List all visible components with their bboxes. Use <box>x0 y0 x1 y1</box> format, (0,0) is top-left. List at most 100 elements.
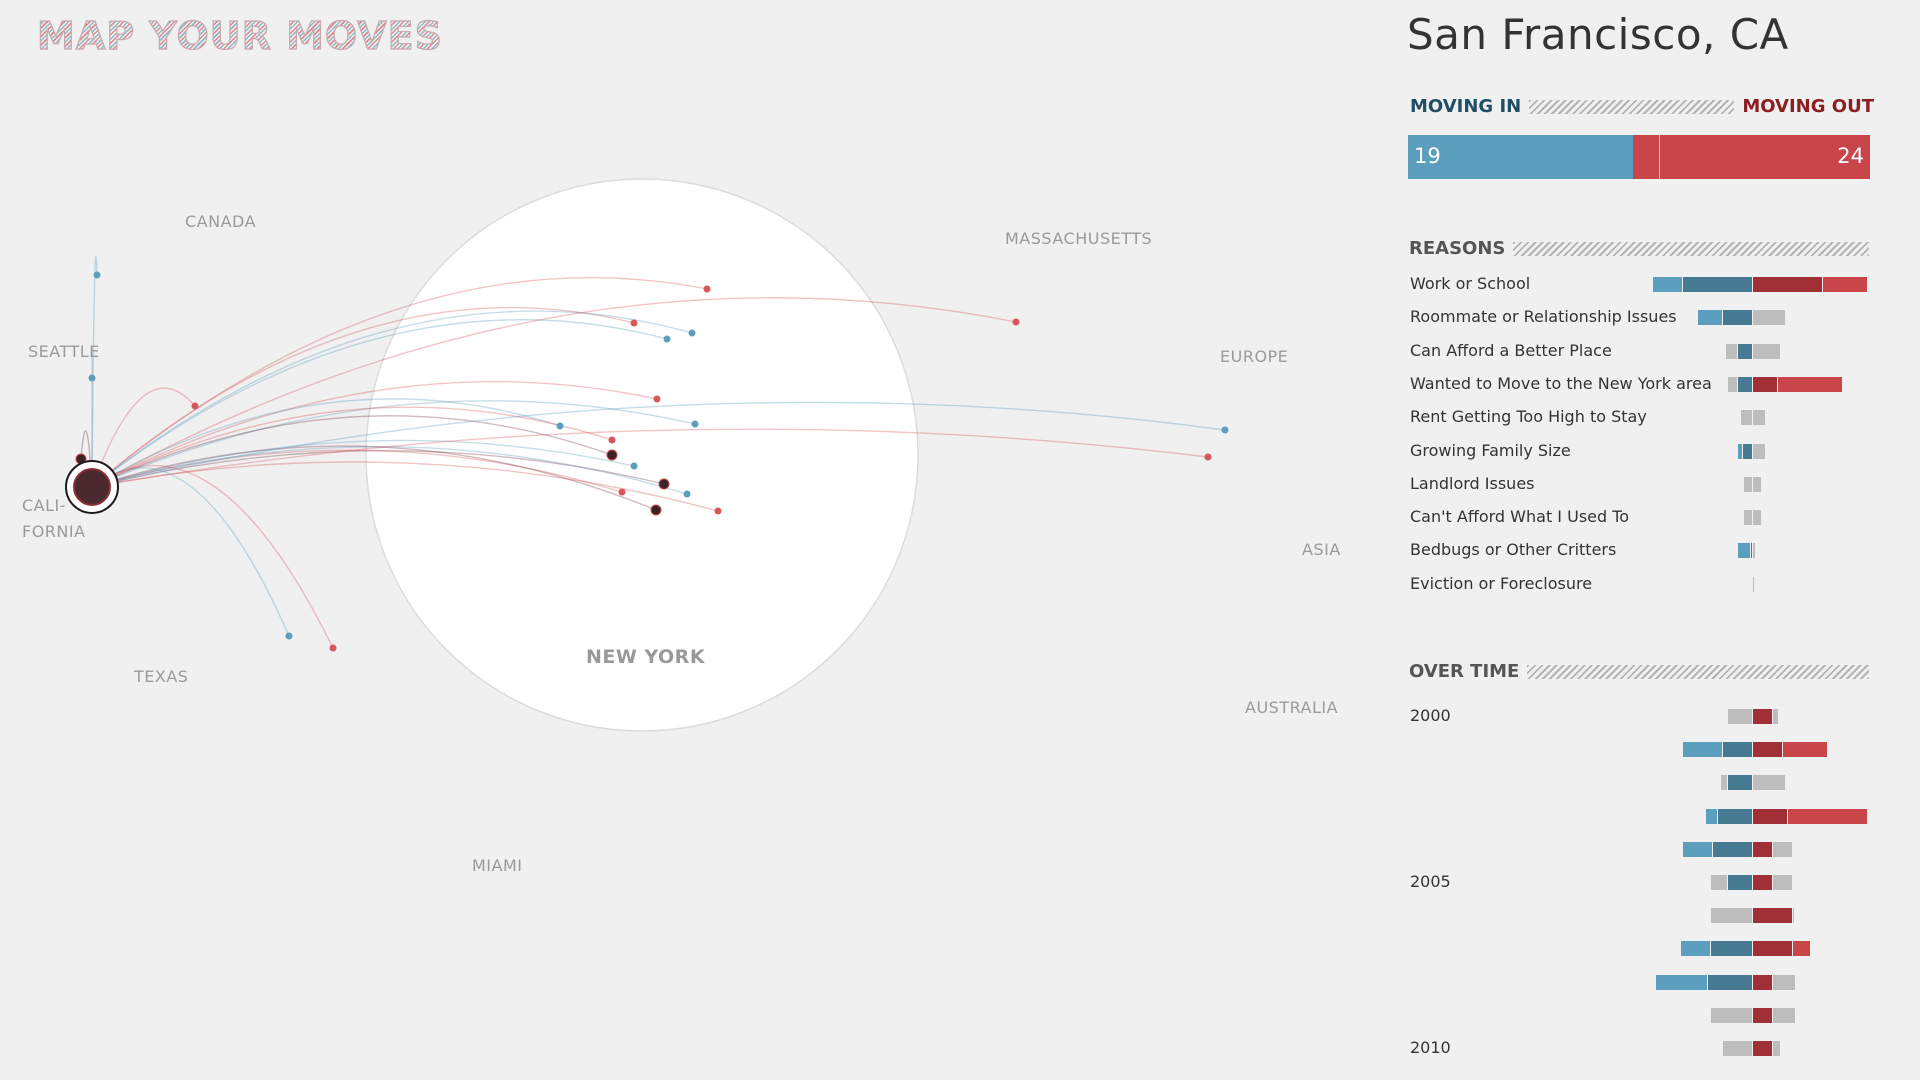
move-dot[interactable] <box>93 271 101 279</box>
year-bar-neutral-in <box>1709 1007 1752 1023</box>
reason-row[interactable]: Rent Getting Too High to Stay <box>1410 405 1872 431</box>
reason-row[interactable]: Eviction or Foreclosure <box>1410 572 1872 598</box>
year-row[interactable] <box>1410 903 1872 929</box>
bar-separator <box>1752 277 1753 292</box>
reason-row[interactable]: Can't Afford What I Used To <box>1410 505 1872 531</box>
move-dot[interactable] <box>608 436 616 444</box>
move-dot[interactable] <box>691 420 699 428</box>
flow-line <box>91 445 657 511</box>
reason-bar-neutral-out <box>1752 343 1780 359</box>
move-dot[interactable] <box>703 285 711 293</box>
year-row[interactable] <box>1410 737 1872 763</box>
move-dot[interactable] <box>683 490 691 498</box>
move-dot[interactable] <box>618 488 626 496</box>
year-label: 2005 <box>1410 872 1451 891</box>
moves-map[interactable] <box>0 0 1380 1080</box>
reason-row[interactable]: Wanted to Move to the New York area <box>1410 372 1872 398</box>
move-dot[interactable] <box>1221 426 1229 434</box>
bar-separator <box>1682 742 1683 758</box>
year-bar-out-light <box>1792 941 1810 957</box>
move-dot[interactable] <box>88 374 96 382</box>
region-label-massachusetts: MASSACHUSETTS <box>1005 229 1153 248</box>
year-bar-out-dark <box>1752 974 1772 990</box>
move-flow-lines <box>80 255 1226 649</box>
moving-in-label: MOVING IN <box>1410 96 1522 117</box>
bar-separator <box>1752 376 1753 392</box>
reason-bar-neutral-out <box>1752 443 1765 459</box>
bar-separator <box>1654 974 1656 990</box>
year-bar-in-dark <box>1727 875 1752 890</box>
moving-header: MOVING IN MOVING OUT <box>1410 96 1874 117</box>
origin-marker[interactable] <box>73 468 111 506</box>
move-dot[interactable] <box>650 504 662 516</box>
reason-bar-in-dark <box>1722 310 1752 326</box>
moving-in-bar[interactable]: 19 <box>1408 135 1633 179</box>
year-row[interactable] <box>1410 970 1872 996</box>
reason-bar-in-dark <box>1749 543 1752 559</box>
bar-separator <box>1752 742 1753 758</box>
reason-row[interactable]: Work or School <box>1410 272 1872 298</box>
bar-separator <box>1709 875 1711 890</box>
reason-label: Bedbugs or Other Critters <box>1410 540 1617 560</box>
year-row[interactable]: 2000 <box>1410 704 1872 730</box>
bar-separator <box>1679 941 1681 957</box>
bar-separator <box>1737 376 1738 392</box>
year-bar-neutral-out <box>1772 1041 1780 1056</box>
moving-out-divider <box>1658 135 1660 179</box>
flow-line <box>91 310 693 488</box>
bar-separator <box>1682 841 1683 857</box>
year-bar-out-dark <box>1752 709 1772 724</box>
reason-row[interactable]: Landlord Issues <box>1410 472 1872 498</box>
moving-out-bar[interactable]: 24 <box>1632 135 1870 179</box>
reason-label: Roommate or Relationship Issues <box>1410 307 1677 327</box>
reason-bar-out-light <box>1822 277 1867 292</box>
move-dot[interactable] <box>1012 318 1020 326</box>
reason-bar-neutral-out <box>1752 476 1761 492</box>
reason-bar-in-light <box>1697 310 1722 326</box>
move-dot[interactable] <box>191 402 199 410</box>
reason-bar-neutral-in <box>1724 343 1737 359</box>
bar-separator <box>1749 543 1751 559</box>
move-dot[interactable] <box>285 632 293 640</box>
new-york-bubble[interactable] <box>365 178 919 732</box>
move-destination-dots[interactable] <box>75 271 1229 652</box>
year-bar-neutral-out <box>1792 908 1794 924</box>
reason-row[interactable]: Roommate or Relationship Issues <box>1410 305 1872 331</box>
moving-total-bar[interactable]: 19 24 <box>1408 135 1870 179</box>
bar-separator <box>1782 742 1783 758</box>
move-dot[interactable] <box>606 449 618 461</box>
flow-line <box>91 439 635 488</box>
move-dot[interactable] <box>1204 453 1212 461</box>
move-dot[interactable] <box>658 478 670 490</box>
reason-row[interactable]: Bedbugs or Other Critters <box>1410 538 1872 564</box>
bar-separator <box>1777 376 1778 392</box>
move-dot[interactable] <box>663 335 671 343</box>
year-row[interactable] <box>1410 837 1872 863</box>
region-label-europe: EUROPE <box>1220 347 1289 366</box>
move-dot[interactable] <box>630 319 638 327</box>
move-dot[interactable] <box>688 329 696 337</box>
year-bar-out-dark <box>1752 908 1792 924</box>
bar-separator <box>1727 775 1728 791</box>
reason-bar-in-light <box>1652 277 1682 292</box>
year-row[interactable] <box>1410 804 1872 830</box>
reason-row[interactable]: Can Afford a Better Place <box>1410 339 1872 365</box>
reason-label: Can Afford a Better Place <box>1410 340 1612 360</box>
year-row[interactable] <box>1410 1003 1872 1029</box>
reason-row[interactable]: Growing Family Size <box>1410 439 1872 465</box>
move-dot[interactable] <box>714 507 722 515</box>
move-dot[interactable] <box>556 422 564 430</box>
region-label-california: CALI- FORNIA <box>22 496 86 541</box>
year-row[interactable] <box>1410 770 1872 796</box>
year-bar-in-light <box>1679 941 1710 957</box>
move-dot[interactable] <box>653 395 661 403</box>
app-logo[interactable]: MAP YOUR MOVES <box>36 13 443 58</box>
move-dot[interactable] <box>630 462 638 470</box>
year-row[interactable] <box>1410 936 1872 962</box>
move-dot[interactable] <box>329 644 337 652</box>
bar-separator <box>1737 343 1738 359</box>
reason-bar-neutral-in <box>1727 376 1737 392</box>
year-row[interactable]: 2005 <box>1410 870 1872 896</box>
bar-separator <box>1822 277 1823 292</box>
year-row[interactable]: 2010 <box>1410 1036 1872 1062</box>
